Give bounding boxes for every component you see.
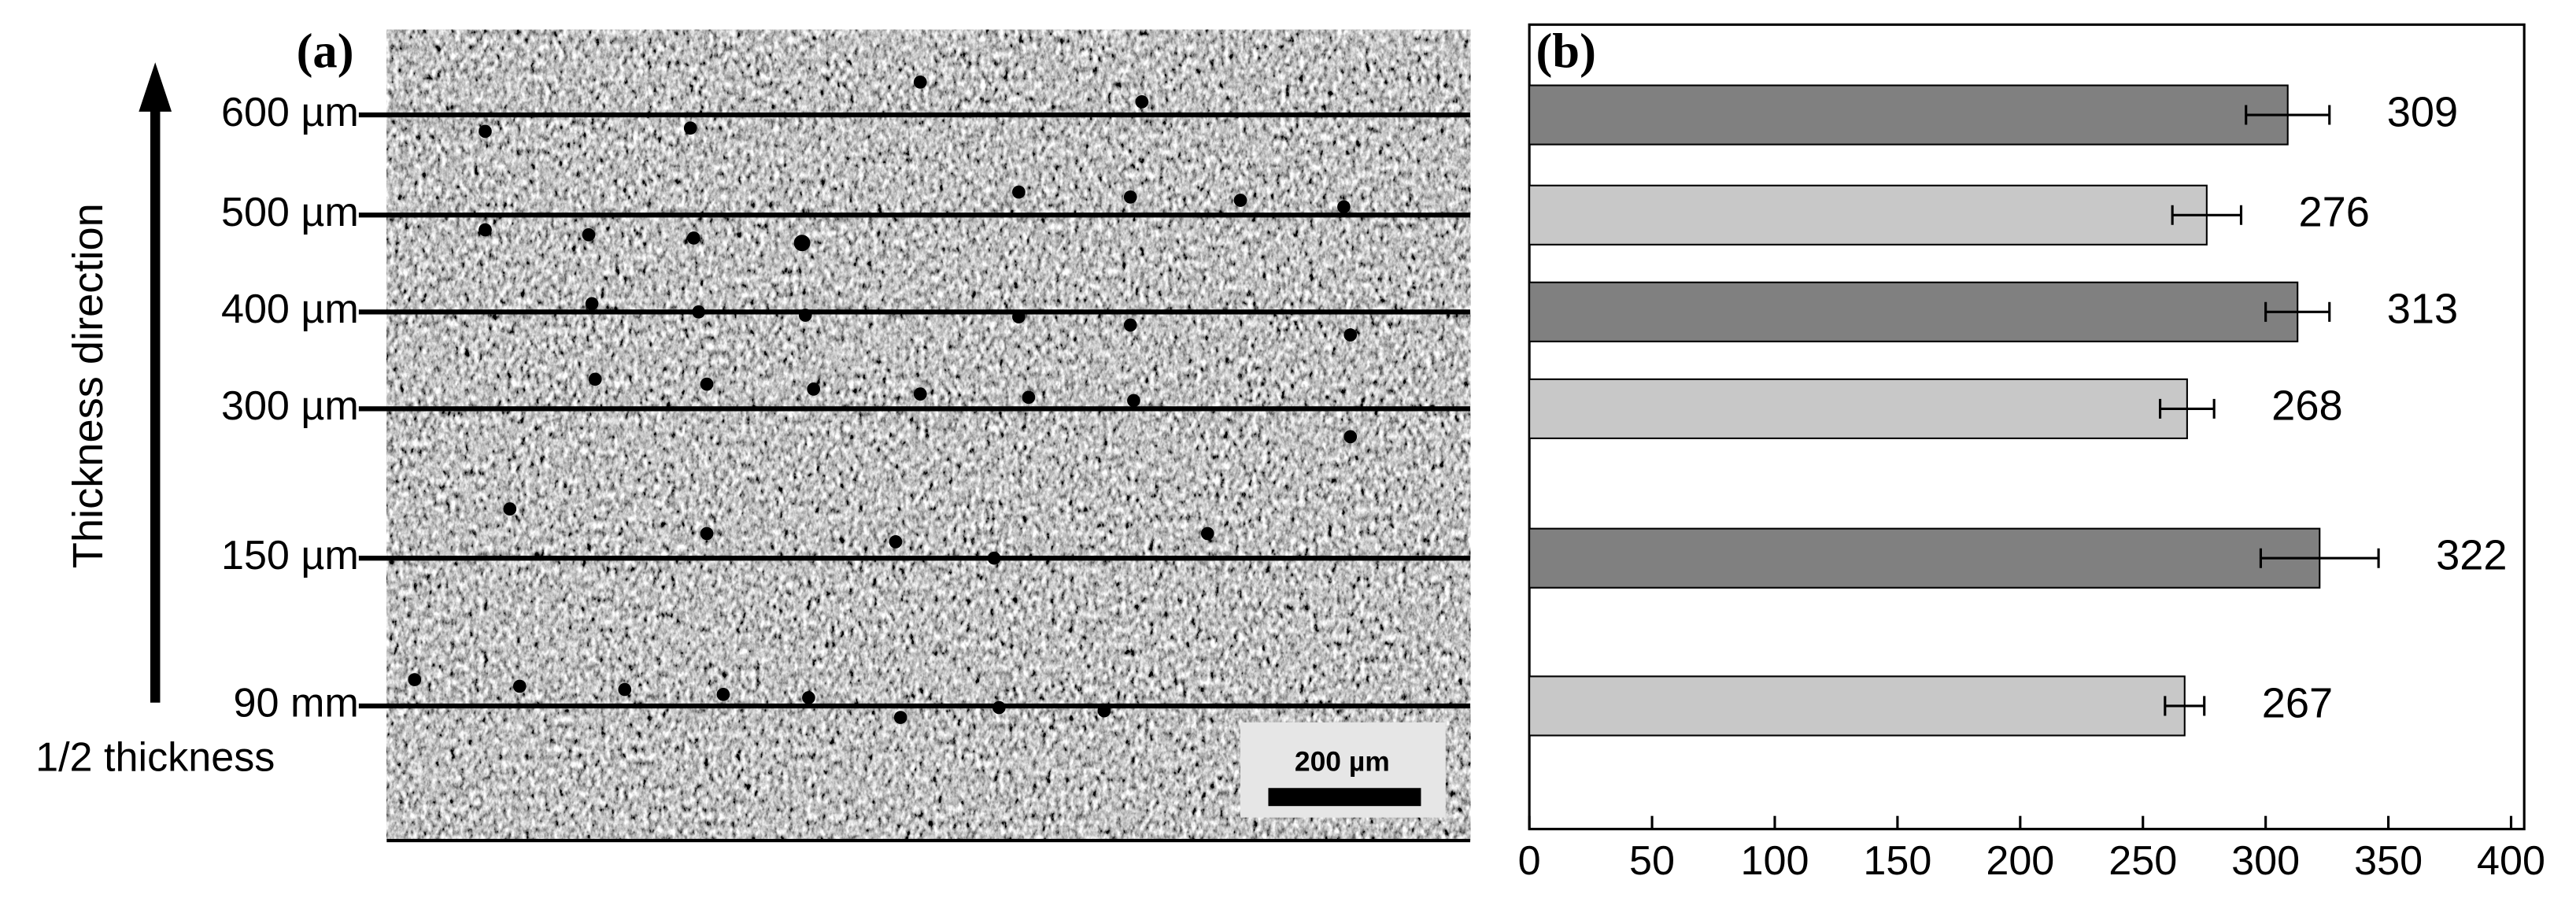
value-label: 309: [2387, 88, 2458, 135]
x-tick-label: 150: [1863, 838, 1931, 884]
value-label: 267: [2262, 679, 2333, 726]
error-bar: [2164, 696, 2206, 716]
error-bar: [2171, 205, 2243, 225]
bar: [1528, 527, 2321, 589]
arrow-head: [139, 62, 172, 112]
value-label: 268: [2271, 382, 2342, 430]
axis-label: Thickness direction: [65, 203, 112, 568]
bar: [1528, 378, 2188, 439]
x-tick-label: 300: [2231, 838, 2300, 884]
bar: [1528, 84, 2289, 146]
x-tick-label: 350: [2354, 838, 2423, 884]
depth-label: 600 µm: [221, 90, 359, 135]
x-tick-label: 100: [1740, 838, 1809, 884]
bar: [1528, 184, 2208, 246]
depth-label: 500 µm: [221, 190, 359, 235]
panel-label: (a): [297, 23, 354, 78]
x-tick-label: 200: [1986, 838, 2054, 884]
bar: [1528, 675, 2186, 737]
bar: [1528, 281, 2299, 342]
value-label: 322: [2436, 532, 2507, 579]
value-label: 276: [2298, 189, 2369, 236]
depth-label: 90 mm: [234, 681, 359, 726]
error-bar: [2259, 548, 2380, 568]
depth-label: 400 µm: [221, 286, 359, 332]
panel-label: (b): [1536, 23, 1595, 78]
reference-label: 1/2 thickness: [35, 735, 275, 781]
value-label: 313: [2387, 286, 2458, 333]
x-tick-label: 400: [2477, 838, 2545, 884]
micrograph-texture: [386, 29, 1471, 841]
indent-dots: [408, 75, 1358, 724]
error-bar: [2245, 105, 2331, 125]
error-bar: [2264, 301, 2331, 322]
x-tick-label: 0: [1518, 838, 1541, 884]
scale-bar-label: 200 µm: [1295, 745, 1390, 777]
scale-bar: [1268, 788, 1421, 807]
x-tick-label: 50: [1629, 838, 1675, 884]
error-bar: [2158, 398, 2216, 419]
depth-label: 150 µm: [221, 533, 359, 578]
depth-label: 300 µm: [221, 383, 359, 429]
x-tick-label: 250: [2108, 838, 2177, 884]
